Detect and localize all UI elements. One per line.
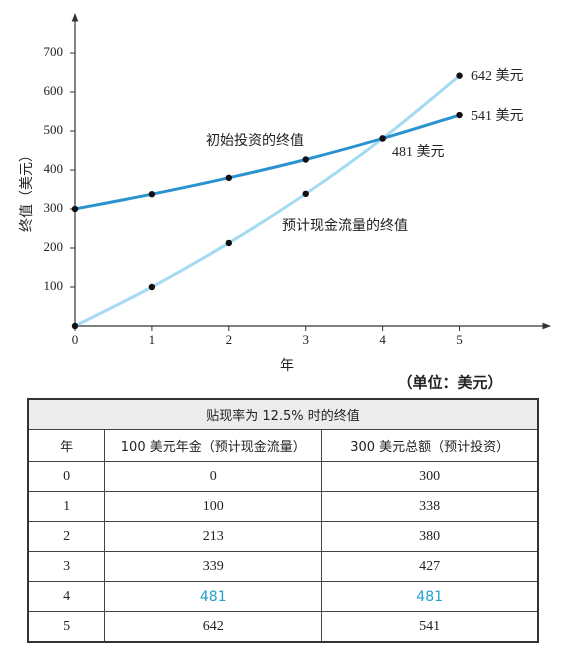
data-point [456, 72, 463, 79]
table-cell: 100 [104, 491, 323, 522]
table-row: 5 642 541 [27, 611, 539, 643]
table-cell: 0 [104, 461, 323, 492]
annotation: 481 美元 [392, 144, 445, 160]
data-point [379, 135, 386, 142]
series-line [74, 74, 461, 328]
x-tick-label: 4 [379, 332, 386, 347]
table-row: 3 339 427 [27, 551, 539, 582]
y-tick-label: 600 [44, 83, 64, 98]
table-cell: 642 [104, 611, 323, 643]
data-point [302, 156, 309, 163]
table-cell: 380 [321, 521, 539, 552]
series-line [74, 113, 460, 211]
x-tick-label: 5 [456, 332, 463, 347]
table-cell: 4 [27, 581, 106, 612]
data-point [225, 174, 233, 182]
y-tick-label: 500 [44, 122, 64, 137]
y-tick-label: 700 [44, 44, 64, 59]
column-header: 300 美元总额（预计投资） [321, 429, 539, 462]
data-point [148, 191, 156, 198]
x-tick-label: 0 [72, 332, 79, 347]
annotation: 642 美元 [471, 68, 524, 84]
table-cell: 300 [321, 461, 539, 492]
y-tick-label: 400 [44, 161, 64, 176]
table-row: 4 481 481 [27, 581, 539, 612]
table-cell: 5 [27, 611, 106, 643]
column-header: 年 [27, 429, 106, 462]
table-row: 2 213 380 [27, 521, 539, 552]
table-cell: 541 [321, 611, 539, 643]
table-cell: 481 [321, 581, 539, 612]
series-label: 预计现金流量的终值 [282, 218, 408, 234]
x-tick-label: 1 [149, 332, 156, 347]
y-tick-label: 200 [44, 239, 64, 254]
table-cell: 339 [104, 551, 323, 582]
table-cell: 427 [321, 551, 539, 582]
table-row: 0 0 300 [27, 461, 539, 492]
table-cell: 3 [27, 551, 106, 582]
x-tick-label: 3 [302, 332, 309, 347]
data-point [302, 190, 309, 198]
annotation: 541 美元 [471, 108, 524, 124]
table-cell: 481 [104, 581, 323, 612]
y-axis-label: 终值（美元） [19, 148, 35, 232]
data-point [456, 111, 463, 119]
series-label: 初始投资的终值 [206, 132, 304, 149]
data-point [225, 239, 233, 247]
table-cell: 2 [27, 521, 106, 552]
table-cell: 213 [104, 521, 323, 552]
y-tick-label: 100 [44, 278, 64, 293]
data-point [71, 205, 79, 213]
data-point [148, 283, 156, 291]
column-header: 100 美元年金（预计现金流量） [104, 429, 323, 462]
data-table: 贴现率为 12.5% 时的终值 年 100 美元年金（预计现金流量） 300 美元总… [27, 398, 539, 643]
y-tick-label: 300 [44, 200, 64, 215]
table-cell: 0 [27, 461, 106, 492]
table-row: 1 100 338 [27, 491, 539, 522]
unit-note: （单位：美元） [397, 374, 502, 392]
table-cell: 338 [321, 491, 539, 522]
x-tick-label: 2 [226, 332, 233, 347]
x-axis-label: 年 [280, 358, 294, 374]
chart: 终值（美元） 年 （单位：美元） 初始投资的终值 预计现金流量的终值 642 美… [19, 13, 551, 392]
table-cell: 1 [27, 491, 106, 522]
data-point [71, 322, 79, 330]
table-title: 贴现率为 12.5% 时的终值 [27, 398, 539, 430]
